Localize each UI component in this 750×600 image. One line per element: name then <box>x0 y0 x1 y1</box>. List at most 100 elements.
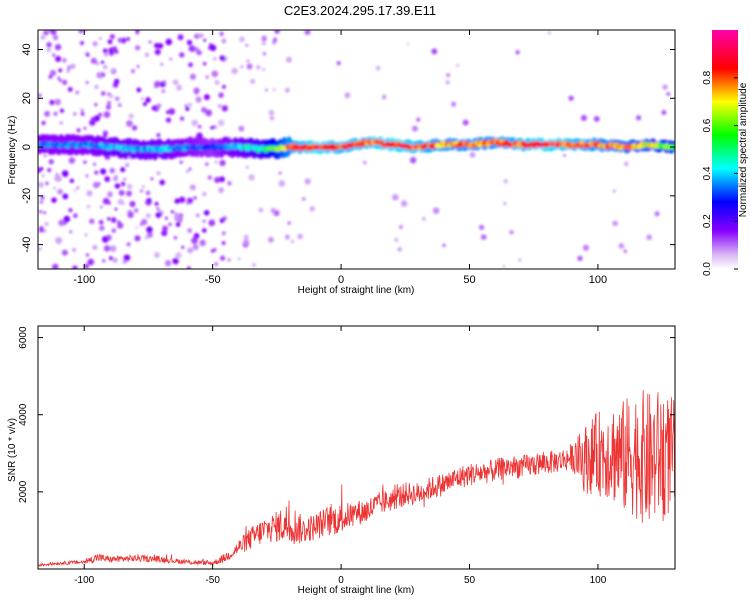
heatmap-speckle <box>49 69 57 77</box>
heatmap-speckle <box>409 156 417 164</box>
heatmap-speckle <box>256 65 261 70</box>
heatmap-x-tick-label: -50 <box>205 274 221 286</box>
heatmap-speckle <box>46 47 52 53</box>
heatmap-speckle <box>118 189 125 196</box>
heatmap-speckle <box>179 52 185 58</box>
heatmap-speckle <box>469 152 476 158</box>
heatmap-speckle <box>502 264 506 268</box>
heatmap-speckle <box>219 31 224 36</box>
heatmap-speckle <box>432 207 440 215</box>
heatmap-speckle <box>140 218 148 226</box>
heatmap-speckle <box>103 245 111 252</box>
heatmap-speckle <box>154 80 161 88</box>
heatmap-speckle <box>219 55 225 61</box>
heatmap-speckle <box>220 255 226 261</box>
heatmap-speckle <box>222 84 226 89</box>
heatmap-speckle <box>174 214 181 222</box>
heatmap-speckle <box>227 180 232 186</box>
heatmap-x-axis-label: Height of straight line (km) <box>298 285 415 296</box>
heatmap-speckle <box>92 41 98 47</box>
heatmap-speckle <box>170 210 174 214</box>
heatmap-speckle <box>269 115 275 121</box>
heatmap-speckle <box>139 223 143 226</box>
heatmap-speckle <box>39 226 44 230</box>
heatmap-speckle <box>73 189 77 192</box>
heatmap-speckle <box>144 52 150 58</box>
heatmap-speckle <box>141 185 145 189</box>
heatmap-speckle <box>109 167 116 174</box>
heatmap-speckle <box>442 243 446 247</box>
heatmap-speckle <box>58 68 63 73</box>
heatmap-speckle <box>218 176 225 183</box>
heatmap-speckle <box>274 30 280 34</box>
heatmap-speckle <box>518 258 522 262</box>
heatmap-speckle <box>451 101 457 107</box>
heatmap-speckle <box>194 35 198 39</box>
heatmap-speckle <box>95 61 100 66</box>
heatmap-speckle <box>304 178 311 185</box>
heatmap-speckle <box>563 154 566 157</box>
heatmap-speckle <box>103 64 108 70</box>
heatmap-speckle <box>186 170 189 173</box>
heatmap-speckle <box>133 208 139 213</box>
heatmap-speckle <box>618 242 625 249</box>
heatmap-speckle <box>214 79 220 85</box>
heatmap-speckle <box>115 96 120 101</box>
heatmap-speckle <box>127 211 134 218</box>
heatmap-speckle <box>503 201 507 206</box>
heatmap-speckle <box>41 174 45 178</box>
heatmap-speckle <box>431 48 438 55</box>
heatmap-speckle <box>162 80 167 85</box>
heatmap-speckle <box>70 63 76 69</box>
chart-title: C2E3.2024.295.17.39.E11 <box>284 3 436 18</box>
heatmap-speckle <box>181 245 185 249</box>
heatmap-speckle <box>49 99 55 105</box>
heatmap-speckle <box>227 258 231 262</box>
heatmap-speckle <box>61 249 68 256</box>
heatmap-speckle <box>375 65 381 71</box>
heatmap-speckle <box>156 171 161 176</box>
heatmap-speckle <box>219 159 226 167</box>
heatmap-speckle <box>125 162 130 168</box>
heatmap-speckle <box>92 245 98 250</box>
heatmap-speckle <box>150 177 154 181</box>
heatmap-speckle <box>270 207 276 214</box>
heatmap-speckle <box>547 31 551 35</box>
heatmap-speckle <box>246 59 250 63</box>
heatmap-speckle <box>568 95 574 101</box>
colorbar-tick-label: 0.0 <box>702 262 713 276</box>
heatmap-speckle <box>362 160 367 165</box>
heatmap-speckle <box>202 62 207 66</box>
heatmap-speckle <box>59 108 65 113</box>
heatmap-speckle <box>57 238 61 242</box>
snr-y-axis-label: SNR (10 * v/v) <box>7 418 18 482</box>
heatmap-speckle <box>114 78 120 85</box>
heatmap-speckle <box>344 92 351 99</box>
heatmap-speckle <box>221 38 227 44</box>
heatmap-speckle <box>38 94 42 97</box>
heatmap-speckle <box>197 124 202 129</box>
heatmap-speckle <box>462 119 469 126</box>
heatmap-speckle <box>120 181 126 187</box>
heatmap-speckle <box>61 170 69 177</box>
heatmap-speckle <box>209 44 217 52</box>
heatmap-speckle <box>159 179 165 186</box>
heatmap-speckle <box>98 112 103 117</box>
heatmap-speckle <box>174 212 178 216</box>
heatmap-speckle <box>84 233 88 237</box>
heatmap-speckle <box>92 162 97 166</box>
heatmap-speckle <box>156 207 160 211</box>
heatmap-speckle <box>58 219 65 226</box>
heatmap-speckle <box>184 104 188 108</box>
heatmap-speckle <box>110 217 117 223</box>
heatmap-speckle <box>109 245 117 252</box>
heatmap-speckle <box>44 221 49 227</box>
heatmap-speckle <box>336 61 341 66</box>
heatmap-speckle <box>168 222 172 227</box>
heatmap-speckle <box>52 34 59 41</box>
heatmap-speckle <box>593 115 600 122</box>
heatmap-speckle <box>272 88 276 92</box>
heatmap-speckle <box>214 176 221 184</box>
heatmap-speckle <box>509 230 514 235</box>
